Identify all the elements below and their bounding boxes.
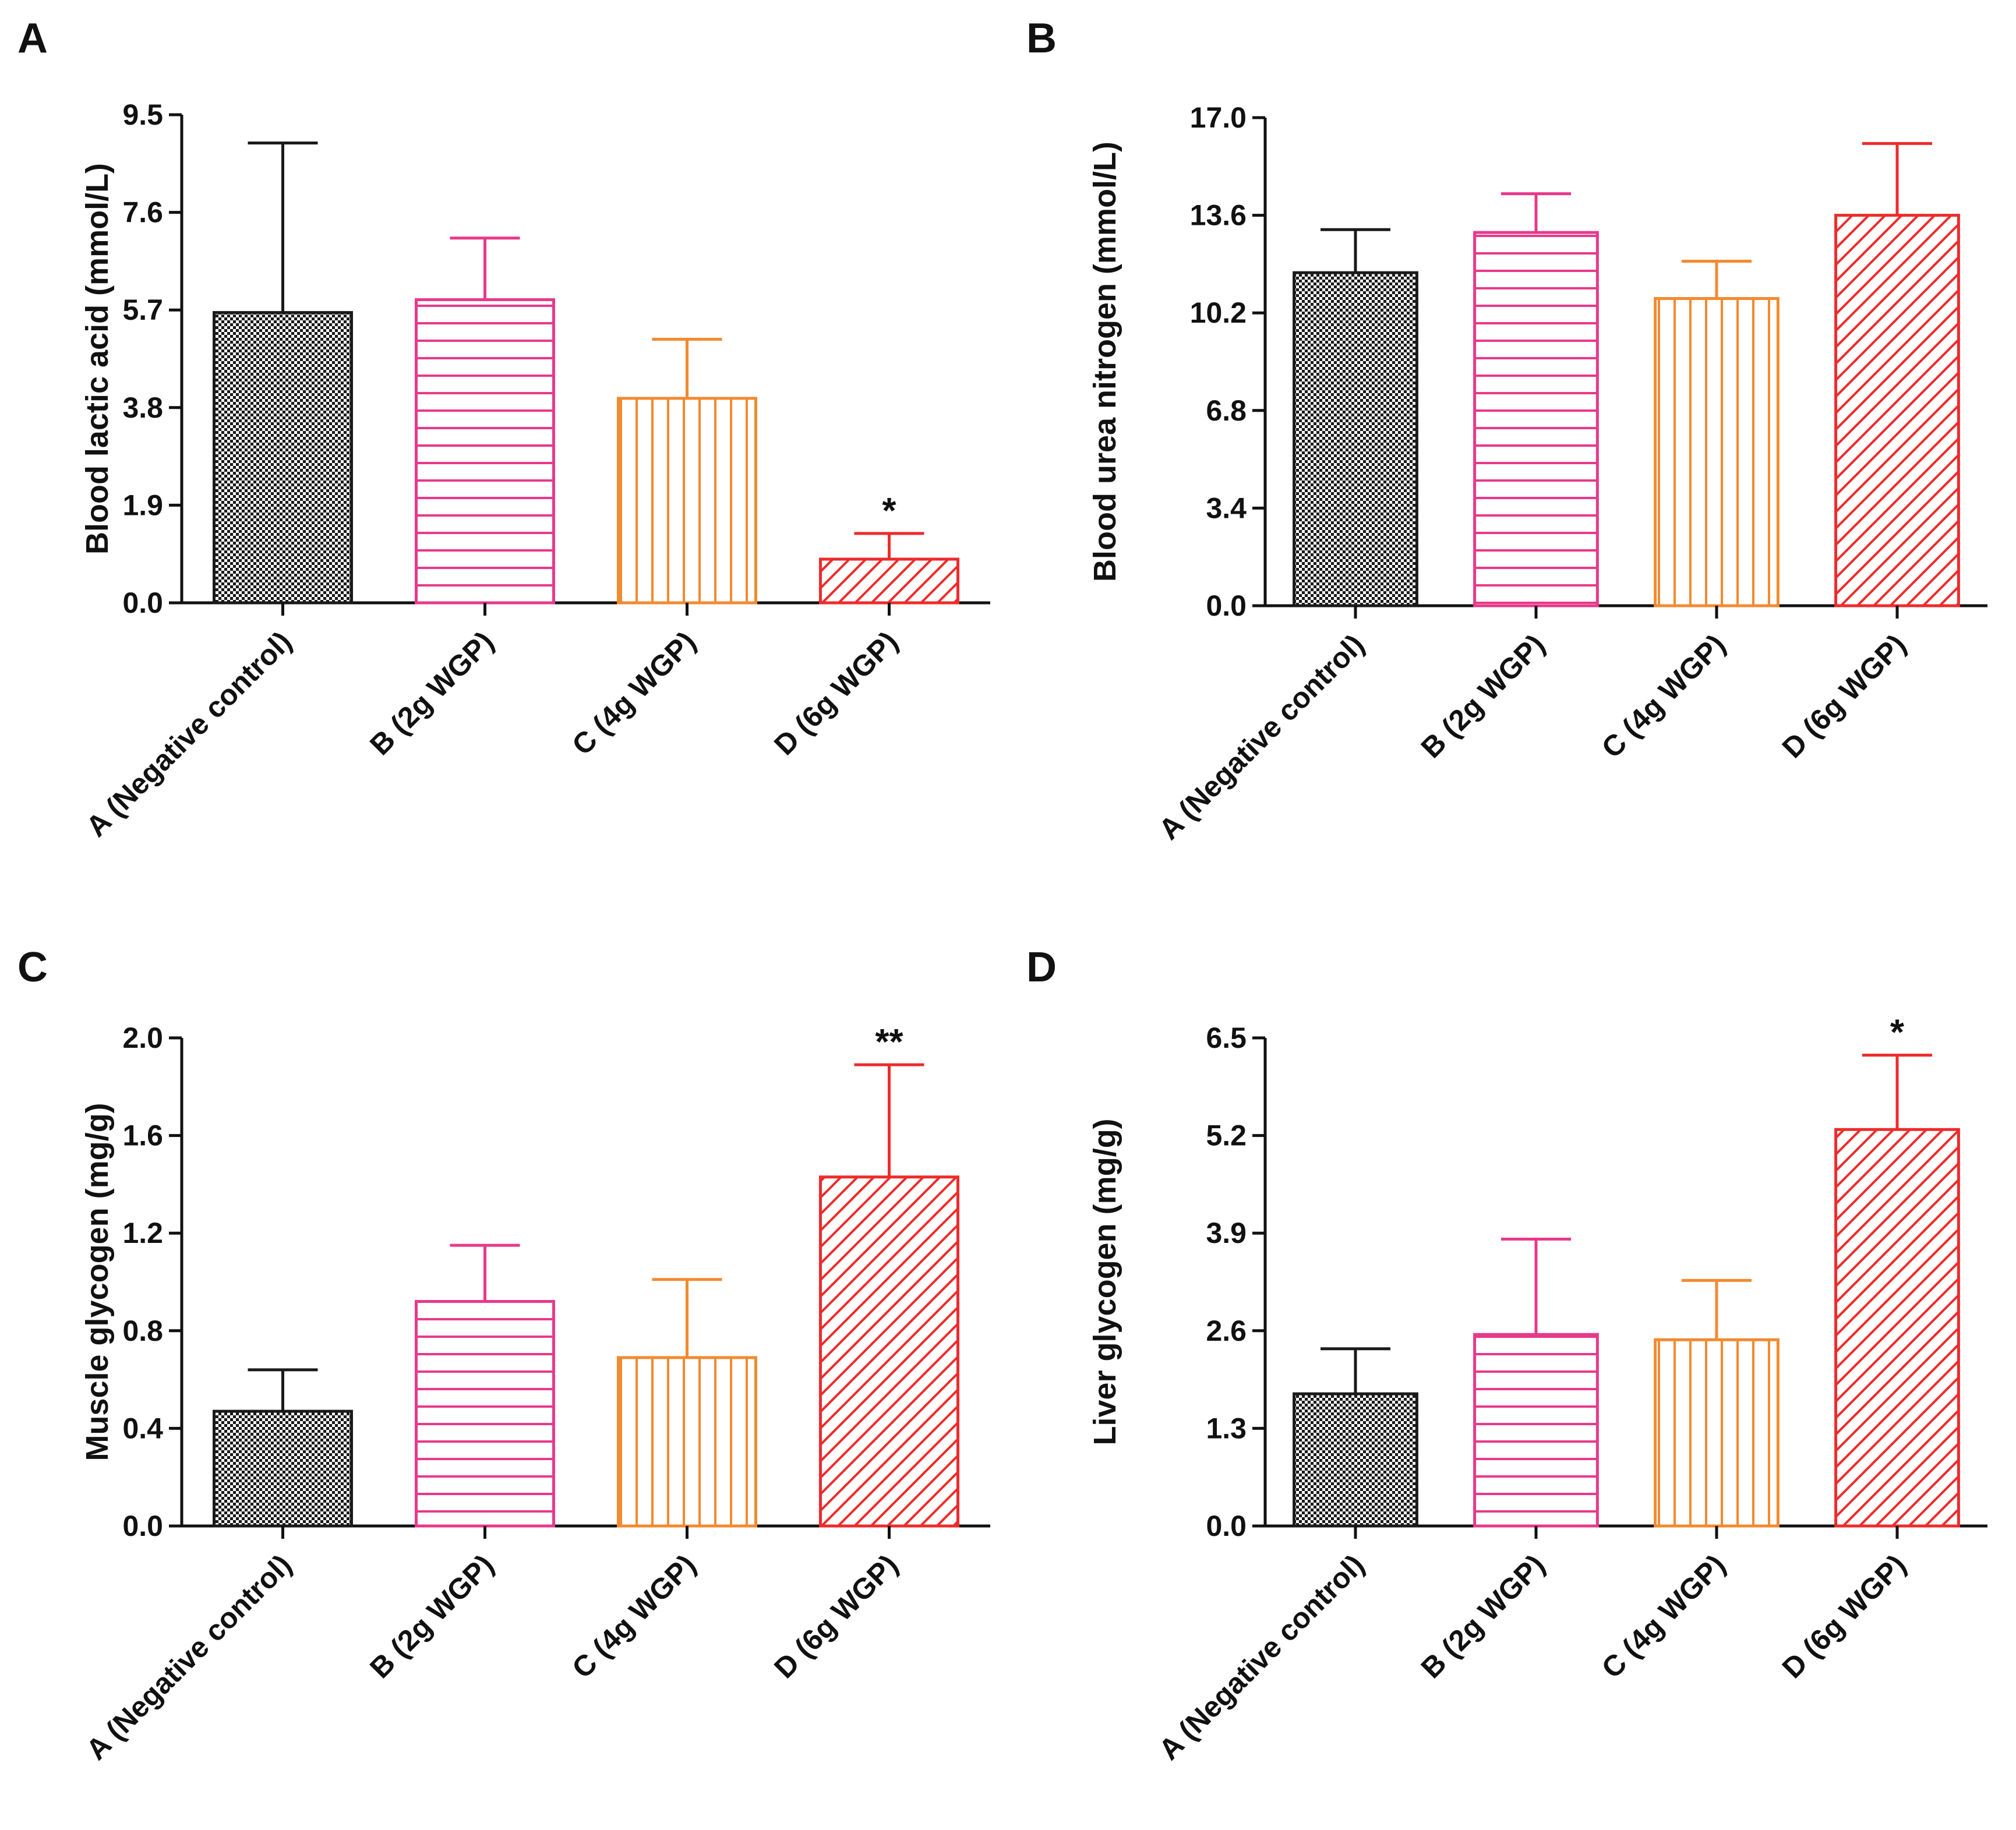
- panel-a-y-tick-label: 5.7: [122, 294, 163, 326]
- panel-a-letter: A: [17, 15, 48, 62]
- panel-d-y-tick-label: 5.2: [1206, 1119, 1247, 1152]
- panel-d-bar-d: [1834, 1128, 1960, 1528]
- panel-b-bar-c: [1654, 297, 1780, 607]
- panel-c-bar-d: [819, 1175, 959, 1528]
- panel-c-y-tick-label: 0.0: [122, 1510, 163, 1542]
- panel-b-bar-d: [1834, 214, 1960, 607]
- panel-d-y-tick-label: 0.0: [1206, 1510, 1247, 1542]
- panel-b-y-tick-label: 10.2: [1190, 296, 1247, 329]
- panel-d-bar-c: [1654, 1338, 1780, 1528]
- panel-a-bar-d: [819, 557, 959, 605]
- panel-d-y-tick-label: 6.5: [1206, 1022, 1247, 1054]
- panel-b-category-label-a: A (Negative control): [1153, 628, 1371, 846]
- panel-a: A Blood lactic acid (mmol/L) 0.0 1.9 3.8 5.…: [17, 15, 990, 843]
- panel-c-category-label-a: A (Negative control): [80, 1548, 298, 1766]
- panel-d-letter: D: [1026, 944, 1057, 991]
- panel-b: B Blood urea nitrogen (mmol/L) 0.0 3.4 6.8…: [1026, 15, 1987, 846]
- panel-c-category-label-d: D (6g WGP): [768, 1548, 904, 1684]
- panel-d-y-tick-label: 2.6: [1206, 1315, 1247, 1347]
- panel-b-bar-a: [1293, 271, 1418, 607]
- panel-a-category-label-b: B (2g WGP): [363, 625, 500, 761]
- panel-b-y-tick-label: 13.6: [1190, 199, 1247, 232]
- panel-d-bar-b: [1473, 1333, 1599, 1528]
- panel-d-category-label-c: C (4g WGP): [1595, 1548, 1732, 1684]
- panel-d-category-label-a: A (Negative control): [1153, 1548, 1371, 1766]
- panel-a-significance-d: *: [882, 491, 896, 531]
- panel-a-bar-c: [617, 397, 757, 605]
- panel-a-y-tick-label: 0.0: [122, 587, 163, 619]
- panel-a-y-tick-label: 9.5: [122, 98, 163, 131]
- panel-d-category-label-b: B (2g WGP): [1415, 1548, 1551, 1684]
- panel-c-category-label-c: C (4g WGP): [566, 1548, 702, 1684]
- panel-a-category-label-d: D (6g WGP): [768, 625, 904, 761]
- panel-d-significance-d: *: [1890, 1013, 1905, 1053]
- panel-d-y-axis-title-group: Liver glycogen (mg/g): [1088, 1118, 1122, 1445]
- panel-c-y-tick-label: 1.2: [122, 1217, 163, 1249]
- panel-b-letter: B: [1026, 15, 1057, 62]
- panel-c-y-tick-label: 0.8: [122, 1315, 163, 1347]
- panel-a-y-axis-title-group: Blood lactic acid (mmol/L): [80, 163, 115, 554]
- panel-a-y-axis-title: Blood lactic acid (mmol/L): [80, 163, 115, 554]
- panel-c-y-axis-title-group: Muscle glycogen (mg/g): [80, 1103, 115, 1461]
- panel-d-y-tick-label: 1.3: [1206, 1412, 1247, 1444]
- panel-a-y-tick-label: 1.9: [122, 489, 163, 521]
- panel-b-y-axis-title: Blood urea nitrogen (mmol/L): [1088, 142, 1122, 582]
- panel-a-category-label-c: C (4g WGP): [566, 625, 702, 761]
- panel-a-y-tick-label: 7.6: [122, 196, 163, 229]
- panel-c-y-tick-label: 1.6: [122, 1119, 163, 1152]
- panel-d-bar-a: [1293, 1392, 1418, 1528]
- panel-c: C Muscle glycogen (mg/g) 0.0 0.4 0.8 1.2 1.6…: [17, 944, 990, 1766]
- panel-b-y-tick-label: 6.8: [1206, 394, 1247, 427]
- panel-c-letter: C: [17, 944, 48, 991]
- panel-a-bar-a: [213, 311, 353, 605]
- panel-d-y-axis-title: Liver glycogen (mg/g): [1088, 1118, 1122, 1445]
- panel-b-bar-b: [1473, 231, 1599, 607]
- panel-a-category-label-a: A (Negative control): [80, 625, 298, 843]
- panel-c-y-tick-label: 0.4: [122, 1412, 163, 1444]
- panel-c-y-axis-title: Muscle glycogen (mg/g): [80, 1103, 115, 1461]
- panel-b-category-label-b: B (2g WGP): [1415, 628, 1551, 764]
- panel-d: D Liver glycogen (mg/g) 0.0 1.3 2.6 3.9 5.2 6…: [1026, 944, 1987, 1766]
- panel-a-y-tick-label: 3.8: [122, 391, 163, 424]
- panel-d-y-tick-label: 3.9: [1206, 1217, 1247, 1249]
- panel-a-bar-b: [415, 298, 555, 605]
- panel-c-bar-a: [213, 1409, 353, 1528]
- panel-b-y-tick-label: 17.0: [1190, 101, 1247, 134]
- panel-c-bar-b: [415, 1300, 555, 1528]
- panel-c-y-tick-label: 2.0: [122, 1022, 163, 1054]
- panel-b-y-tick-label: 0.0: [1206, 589, 1247, 622]
- panel-b-y-tick-label: 3.4: [1206, 492, 1247, 524]
- panel-b-category-label-d: D (6g WGP): [1776, 628, 1912, 764]
- panel-b-y-axis-title-group: Blood urea nitrogen (mmol/L): [1088, 142, 1122, 582]
- panel-c-bar-c: [617, 1356, 757, 1528]
- panel-b-category-label-c: C (4g WGP): [1595, 628, 1732, 764]
- panel-c-category-label-b: B (2g WGP): [363, 1548, 500, 1684]
- panel-d-category-label-d: D (6g WGP): [1776, 1548, 1912, 1684]
- panel-c-significance-d: **: [875, 1022, 903, 1062]
